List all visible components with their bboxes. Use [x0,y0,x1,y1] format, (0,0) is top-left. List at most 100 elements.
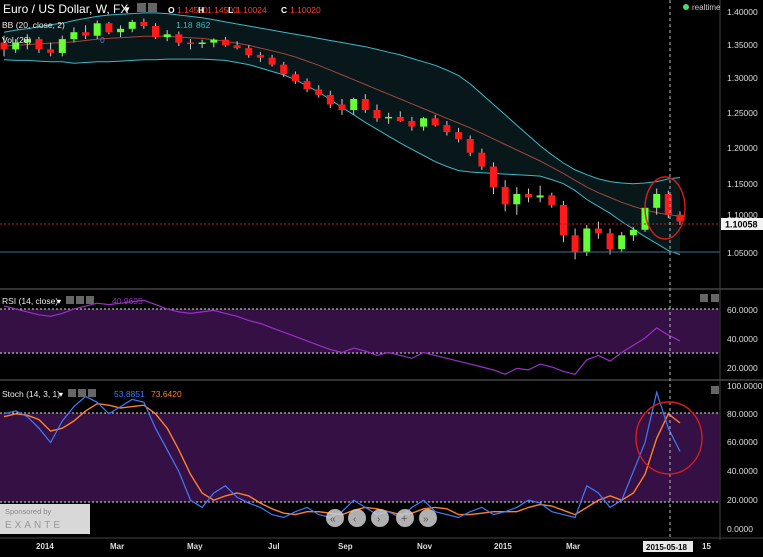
candle[interactable] [268,54,276,67]
settings-icon[interactable] [148,3,157,12]
candle[interactable] [431,114,439,127]
candle[interactable] [280,61,288,77]
candle[interactable] [478,148,486,170]
panel-up-icon[interactable] [700,294,708,302]
x-tick: Mar [566,542,580,551]
symbol-dropdown-icon[interactable]: ▾ [125,4,130,14]
candles[interactable] [0,18,684,260]
candle-body [303,81,311,90]
scroll-to-start-icon[interactable] [326,509,344,527]
candle[interactable] [163,30,171,42]
candle[interactable] [35,37,43,53]
y-tick: 20.0000 [727,363,758,373]
eye-icon[interactable] [137,3,146,12]
candle[interactable] [105,21,113,35]
candle[interactable] [140,18,148,29]
annotation-circle-stoch[interactable] [635,401,703,475]
candle[interactable] [583,225,591,256]
candle[interactable] [12,39,20,53]
candle[interactable] [594,221,602,239]
candle[interactable] [455,127,463,143]
candle[interactable] [618,231,626,253]
candle[interactable] [198,39,206,49]
candle[interactable] [373,104,381,122]
scroll-right-icon[interactable] [371,509,389,527]
candle[interactable] [0,35,8,57]
candle[interactable] [210,38,218,48]
candle[interactable] [664,190,672,219]
eye-icon[interactable] [68,389,76,397]
candle[interactable] [385,112,393,124]
candle[interactable] [653,188,661,215]
sponsor-box[interactable] [0,504,90,534]
candle[interactable] [117,25,125,38]
candle[interactable] [443,121,451,136]
scroll-to-end-icon[interactable] [419,509,437,527]
symbol-title[interactable]: Euro / US Dollar, W, FX [3,2,128,16]
candle[interactable] [548,192,556,208]
candle[interactable] [606,228,614,255]
y-tick: 1.25000 [727,108,758,118]
candle[interactable] [326,90,334,108]
candle[interactable] [58,35,66,57]
x-tick: Nov [417,542,433,551]
candle[interactable] [525,188,532,203]
close-icon[interactable] [86,296,94,304]
stoch-dropdown-icon[interactable]: ▾ [59,390,63,399]
annotation-circle-price[interactable] [644,176,686,240]
stoch-legend[interactable]: Stoch (14, 3, 1) [2,389,60,399]
rsi-axis[interactable]: 60.0000 40.0000 20.0000 [727,305,758,373]
candle[interactable] [47,42,55,57]
candle[interactable] [361,94,369,113]
scroll-to-start-glyph: « [330,514,336,525]
rsi-legend[interactable]: RSI (14, close) [2,296,58,306]
candle[interactable] [408,116,416,131]
candle[interactable] [93,20,101,40]
candle[interactable] [338,99,346,115]
settings-icon[interactable] [78,389,86,397]
close-icon[interactable] [88,389,96,397]
chart-toolbar[interactable]: « ‹ › + » [326,509,437,527]
candle[interactable] [256,52,264,62]
rsi-dropdown-icon[interactable]: ▾ [57,297,61,306]
candle[interactable] [128,19,136,33]
candle[interactable] [187,39,194,50]
candle[interactable] [466,135,474,157]
candle[interactable] [245,45,253,58]
candle[interactable] [175,31,183,46]
candle[interactable] [396,111,404,122]
candle-body [664,194,672,215]
y-tick: 20.0000 [727,495,758,505]
candle[interactable] [536,185,544,203]
candle[interactable] [571,228,579,260]
panel-up-icon[interactable] [711,386,719,394]
zoom-in-icon[interactable] [396,509,414,527]
candle[interactable] [233,41,241,50]
candle[interactable] [315,85,323,98]
candle[interactable] [420,116,428,131]
scroll-left-icon[interactable] [348,509,366,527]
candle[interactable] [23,34,31,50]
candle[interactable] [291,71,299,84]
x-axis[interactable]: 2014 Mar May Jul Sep Nov 2015 Mar [36,542,580,551]
price-axis[interactable]: 1.40000 1.35000 1.30000 1.25000 1.20000 … [727,7,758,258]
candle[interactable] [70,27,78,43]
candle[interactable] [676,211,684,226]
candle[interactable] [513,187,521,215]
candle[interactable] [629,227,637,241]
candle[interactable] [303,78,311,93]
candle[interactable] [350,97,358,115]
panel-down-icon[interactable] [711,294,719,302]
stoch-axis[interactable]: 100.0000 80.0000 60.0000 40.0000 20.0000… [727,381,763,534]
bb-legend[interactable]: BB (20, close, 2) [2,20,65,30]
candle[interactable] [560,200,567,243]
candle[interactable] [490,162,497,195]
candle[interactable] [501,180,509,212]
candle[interactable] [152,23,159,40]
candle[interactable] [222,37,229,47]
candle[interactable] [82,25,90,40]
eye-icon[interactable] [66,296,74,304]
vol-legend[interactable]: Vol (20) [2,35,31,45]
settings-icon[interactable] [76,296,84,304]
